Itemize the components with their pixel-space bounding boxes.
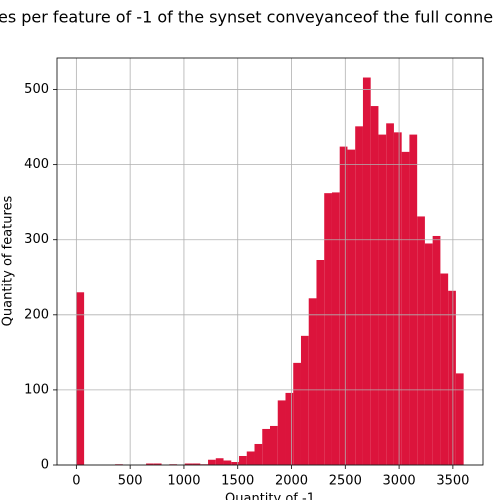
bar xyxy=(386,123,394,465)
bar xyxy=(417,216,425,465)
x-tick-label: 500 xyxy=(118,474,143,489)
bar xyxy=(401,151,410,466)
bar xyxy=(239,455,247,465)
x-tick-label: 1000 xyxy=(167,474,200,489)
bar xyxy=(370,106,379,465)
bar xyxy=(146,463,154,465)
bar xyxy=(153,463,162,465)
y-tick-label: 200 xyxy=(24,307,49,322)
bar xyxy=(455,373,464,465)
y-tick-label: 400 xyxy=(24,157,49,172)
bar xyxy=(262,428,270,465)
bar xyxy=(277,400,286,465)
bar xyxy=(254,443,263,465)
bar xyxy=(215,458,224,465)
x-tick-label: 0 xyxy=(72,474,80,489)
bar xyxy=(76,292,85,465)
bar xyxy=(331,192,340,465)
bar xyxy=(393,132,402,466)
x-axis-label: Quantity of -1 xyxy=(225,492,315,500)
bar xyxy=(300,335,309,465)
bar xyxy=(409,134,418,465)
bar xyxy=(192,463,201,465)
bar xyxy=(448,290,456,465)
y-tick-label: 100 xyxy=(24,382,49,397)
bar xyxy=(285,392,294,465)
bar xyxy=(362,77,371,465)
bar xyxy=(339,146,348,465)
plot-frame xyxy=(56,57,484,466)
bar xyxy=(270,425,278,465)
y-tick-label: 300 xyxy=(24,232,49,247)
bar xyxy=(324,193,332,465)
bar xyxy=(246,451,255,465)
x-tick-label: 3500 xyxy=(436,474,469,489)
x-tick-label: 3000 xyxy=(383,474,416,489)
y-tick-label: 500 xyxy=(24,82,49,97)
bar xyxy=(184,463,193,465)
bar xyxy=(293,362,301,465)
bar xyxy=(347,149,356,465)
bar xyxy=(223,460,232,465)
bar xyxy=(231,461,240,465)
bar xyxy=(440,273,449,465)
y-axis-label: Quantity of features xyxy=(1,195,16,326)
x-tick-label: 2000 xyxy=(275,474,308,489)
bar xyxy=(424,243,433,465)
x-tick-label: 1500 xyxy=(221,474,254,489)
bar xyxy=(355,126,363,465)
x-tick-label: 2500 xyxy=(329,474,362,489)
bar xyxy=(378,134,387,465)
y-tick-label: 0 xyxy=(41,458,49,473)
bar xyxy=(316,259,325,465)
chart-title: es per feature of -1 of the synset conve… xyxy=(0,8,493,27)
bar xyxy=(432,235,441,465)
bar xyxy=(308,298,317,465)
bar xyxy=(208,459,216,465)
